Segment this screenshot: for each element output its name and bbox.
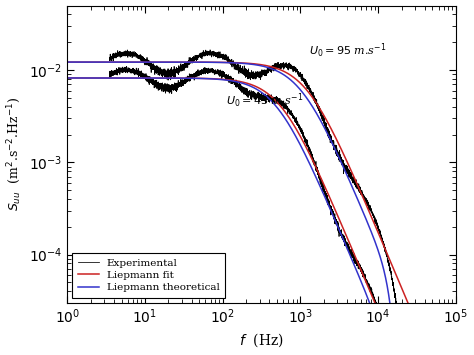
Line: Liepmann fit: Liepmann fit: [67, 62, 456, 355]
Liepmann theoretical: [103, 60, 109, 64]
Y-axis label: $S_{uu}$  (m$^2$.s$^{-2}$.Hz$^{-1}$): $S_{uu}$ (m$^2$.s$^{-2}$.Hz$^{-1}$): [6, 97, 23, 211]
Text: $U_0 = 95$ m.s$^{-1}$: $U_0 = 95$ m.s$^{-1}$: [309, 42, 387, 60]
Liepmann theoretical: [214, 60, 219, 65]
Liepmann fit: [213, 60, 219, 64]
Legend: Experimental, Liepmann fit, Liepmann theoretical: Experimental, Liepmann fit, Liepmann the…: [73, 253, 225, 297]
Line: Experimental: Experimental: [109, 50, 411, 355]
Experimental: [207, 48, 213, 52]
Liepmann fit: [355, 182, 360, 186]
Liepmann theoretical: [64, 60, 70, 64]
Experimental: [234, 64, 239, 68]
Experimental: [250, 70, 256, 74]
X-axis label: $f$  (Hz): $f$ (Hz): [239, 332, 284, 349]
Liepmann theoretical: [239, 61, 245, 65]
Liepmann fit: [64, 60, 70, 64]
Liepmann fit: [384, 251, 390, 255]
Liepmann theoretical: [278, 71, 284, 75]
Experimental: [400, 354, 405, 355]
Experimental: [326, 132, 332, 137]
Experimental: [107, 56, 112, 60]
Experimental: [236, 66, 242, 71]
Liepmann fit: [317, 107, 323, 111]
Liepmann theoretical: [126, 60, 131, 64]
Text: $U_0 = 43$ m.s$^{-1}$: $U_0 = 43$ m.s$^{-1}$: [226, 92, 303, 110]
Line: Liepmann theoretical: Liepmann theoretical: [67, 62, 415, 355]
Experimental: [384, 259, 390, 263]
Liepmann theoretical: [246, 62, 251, 66]
Liepmann fit: [298, 81, 303, 85]
Liepmann fit: [135, 60, 141, 64]
